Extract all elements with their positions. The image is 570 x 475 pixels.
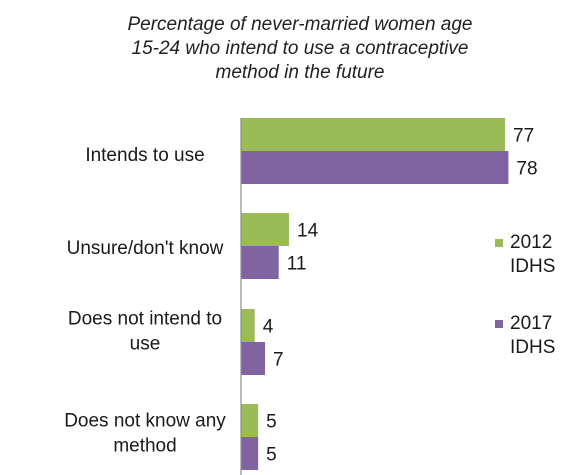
chart-title-line: Percentage of never-married women age <box>127 14 472 35</box>
category-label: Intends to use <box>85 145 204 166</box>
data-label: 4 <box>263 317 274 338</box>
bar-2017-idhs <box>241 246 279 279</box>
bar-2012-idhs <box>241 118 505 151</box>
category-label: Does not intend to <box>68 309 222 330</box>
data-label: 5 <box>266 445 277 466</box>
data-label: 5 <box>266 412 277 433</box>
legend: 2012 IDHS 2017 IDHS <box>495 232 555 358</box>
data-label: 14 <box>297 221 319 242</box>
legend-label: 2012 <box>510 232 552 253</box>
legend-label: IDHS <box>510 256 555 277</box>
category-label: method <box>113 436 176 457</box>
legend-swatch <box>495 320 503 328</box>
category-label: Unsure/don't know <box>67 238 224 259</box>
bar-2012-idhs <box>241 404 259 437</box>
bar-2017-idhs <box>241 151 509 184</box>
bar-2017-idhs <box>241 342 265 375</box>
chart-title-line: method in the future <box>216 62 385 83</box>
bar-2012-idhs <box>241 213 289 246</box>
legend-label: 2017 <box>510 313 552 334</box>
chart-title-line: 15-24 who intend to use a contraceptive <box>132 38 469 59</box>
legend-label: IDHS <box>510 337 555 358</box>
category-label: Does not know any <box>64 411 226 432</box>
data-label: 78 <box>516 159 537 180</box>
category-labels: Intends to use Unsure/don't know Does not … <box>64 145 226 457</box>
bar-2012-idhs <box>241 309 255 342</box>
bar-2017-idhs <box>241 437 259 470</box>
data-label: 11 <box>287 254 307 275</box>
bars <box>241 118 509 470</box>
category-label: use <box>130 334 161 355</box>
data-label: 7 <box>273 350 284 371</box>
value-labels: 77 14 4 5 78 11 7 5 <box>263 126 538 466</box>
chart-title: Percentage of never-married women age 15-… <box>127 14 472 83</box>
legend-swatch <box>495 239 503 247</box>
data-label: 77 <box>513 126 534 147</box>
